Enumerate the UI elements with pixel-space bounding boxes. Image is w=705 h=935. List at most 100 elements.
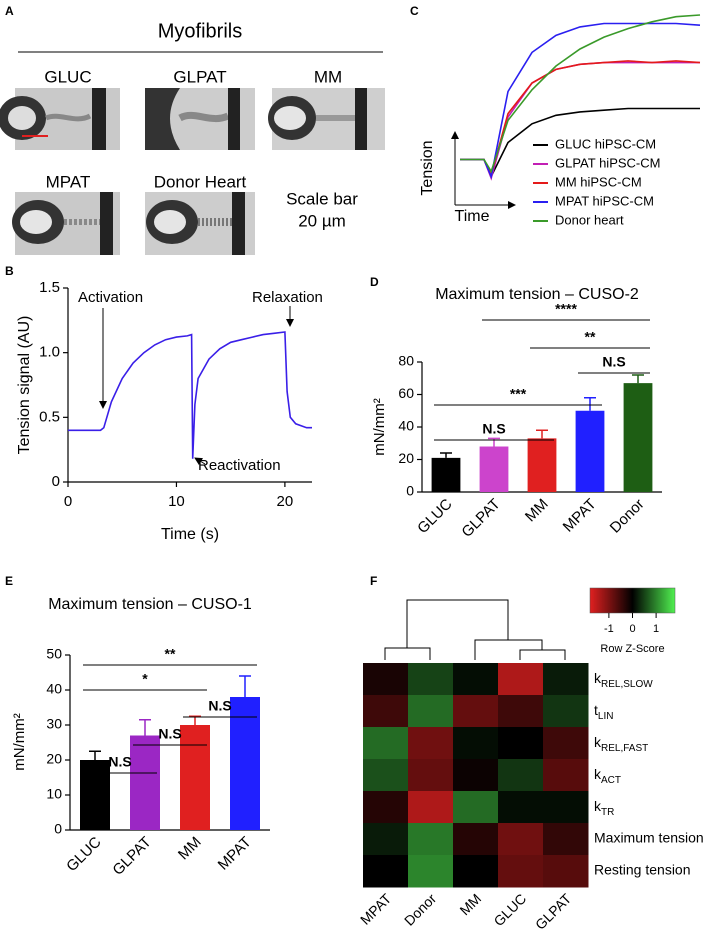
row-label-main: k bbox=[594, 798, 602, 814]
legend-label: GLPAT hiPSC-CM bbox=[555, 155, 660, 170]
heatmap-cell bbox=[363, 791, 409, 824]
row-label-main: k bbox=[594, 734, 602, 750]
column-label: MM bbox=[456, 890, 484, 918]
legend-label: MM hiPSC-CM bbox=[555, 174, 642, 189]
row-label: tLIN bbox=[594, 702, 613, 722]
y-tick-label: 60 bbox=[398, 385, 414, 401]
y-tick-label: 1.5 bbox=[39, 279, 60, 296]
micrograph bbox=[0, 88, 120, 150]
colorbar bbox=[589, 587, 676, 614]
significance-label: N.S bbox=[482, 421, 505, 437]
column-label: GLPAT bbox=[532, 890, 575, 933]
panel-label: A bbox=[5, 4, 14, 18]
heatmap-cell bbox=[543, 695, 589, 728]
bar bbox=[527, 438, 557, 492]
y-axis-label: mN/mm² bbox=[11, 713, 28, 770]
y-tick-label: 40 bbox=[46, 681, 62, 697]
column-label: MPAT bbox=[357, 890, 395, 928]
x-tick-label: GLUC bbox=[63, 834, 105, 876]
x-tick-label: MM bbox=[522, 496, 552, 526]
heatmap-cell bbox=[363, 695, 409, 728]
heatmap-cell bbox=[498, 823, 544, 856]
heatmap-cell bbox=[453, 791, 499, 824]
colorbar-tick-label: -1 bbox=[604, 623, 614, 635]
heatmap-cell bbox=[543, 855, 589, 888]
row-label: Maximum tension bbox=[594, 830, 704, 846]
heatmap-cell bbox=[408, 663, 454, 696]
y-tick-label: 0 bbox=[52, 473, 60, 490]
heatmap-cell bbox=[498, 695, 544, 728]
y-tick-label: 20 bbox=[46, 751, 62, 767]
x-tick-label: 20 bbox=[277, 493, 294, 510]
dendrogram bbox=[384, 599, 566, 660]
row-label-sub: LIN bbox=[598, 711, 614, 722]
heatmap-cell bbox=[363, 727, 409, 760]
line-series bbox=[68, 331, 312, 459]
bar bbox=[230, 697, 260, 830]
y-axis-label: mN/mm² bbox=[371, 398, 388, 455]
significance-label: N.S bbox=[108, 754, 131, 770]
bar bbox=[431, 457, 461, 492]
significance-label: N.S bbox=[208, 698, 231, 714]
significance-label: *** bbox=[510, 386, 527, 402]
bar bbox=[80, 760, 110, 830]
row-label-main: t bbox=[594, 702, 598, 718]
row-label-sub: ACT bbox=[601, 775, 621, 786]
legend-label: MPAT hiPSC-CM bbox=[555, 193, 654, 208]
bar bbox=[180, 725, 210, 830]
panel-label: B bbox=[5, 264, 14, 278]
significance-label: N.S bbox=[602, 354, 625, 370]
legend-label: Donor heart bbox=[555, 212, 624, 227]
significance-label: ** bbox=[165, 646, 176, 662]
heatmap-cell bbox=[543, 823, 589, 856]
heatmap-cell bbox=[408, 759, 454, 792]
row-label: Resting tension bbox=[594, 862, 691, 878]
heatmap-cell bbox=[453, 759, 499, 792]
legend-label: GLUC hiPSC-CM bbox=[555, 136, 656, 151]
panel-label: D bbox=[370, 275, 379, 289]
y-tick-label: 0 bbox=[54, 821, 62, 837]
heatmap-cell bbox=[543, 759, 589, 792]
x-tick-label: GLUC bbox=[414, 496, 456, 538]
y-tick-label: 30 bbox=[46, 716, 62, 732]
colorbar-tick-label: 1 bbox=[653, 623, 659, 635]
heatmap-cell bbox=[498, 855, 544, 888]
y-tick-label: 20 bbox=[398, 450, 414, 466]
row-label: kACT bbox=[594, 766, 621, 786]
y-axis-label: Tension signal (AU) bbox=[16, 316, 33, 455]
row-label-sub: REL,FAST bbox=[601, 743, 648, 754]
x-tick-label: 10 bbox=[168, 493, 185, 510]
x-tick-label: MPAT bbox=[560, 496, 600, 536]
micrograph bbox=[145, 88, 255, 150]
line-series bbox=[460, 14, 701, 174]
colorbar-label: Row Z-Score bbox=[600, 643, 664, 655]
image-label: Donor Heart bbox=[154, 172, 247, 191]
chart-title: Maximum tension – CUSO-1 bbox=[48, 596, 252, 613]
heatmap-cell bbox=[498, 759, 544, 792]
x-axis-label: Time (s) bbox=[161, 526, 219, 543]
heatmap-cell bbox=[363, 855, 409, 888]
annotation: Relaxation bbox=[252, 289, 323, 306]
x-tick-label: GLPAT bbox=[109, 834, 154, 879]
y-tick-label: 80 bbox=[398, 353, 414, 369]
heatmap-cell bbox=[498, 791, 544, 824]
micrograph bbox=[12, 192, 120, 255]
column-label: Donor bbox=[401, 890, 440, 929]
heatmap-cell bbox=[453, 855, 499, 888]
bar bbox=[479, 446, 509, 492]
row-label: kREL,SLOW bbox=[594, 670, 653, 690]
annotation: Activation bbox=[78, 289, 143, 306]
row-label: kREL,FAST bbox=[594, 734, 648, 754]
y-tick-label: 0.5 bbox=[39, 408, 60, 425]
x-tick-label: 0 bbox=[64, 493, 72, 510]
y-axis-label: Tension bbox=[419, 140, 436, 195]
heatmap-cell bbox=[408, 791, 454, 824]
image-label: MM bbox=[314, 67, 342, 86]
y-tick-label: 10 bbox=[46, 786, 62, 802]
bar bbox=[575, 410, 605, 492]
heatmap-cell bbox=[408, 695, 454, 728]
chart-title: Maximum tension – CUSO-2 bbox=[435, 286, 639, 303]
bar bbox=[623, 383, 653, 492]
heatmap-cell bbox=[498, 663, 544, 696]
heatmap-cell bbox=[363, 759, 409, 792]
